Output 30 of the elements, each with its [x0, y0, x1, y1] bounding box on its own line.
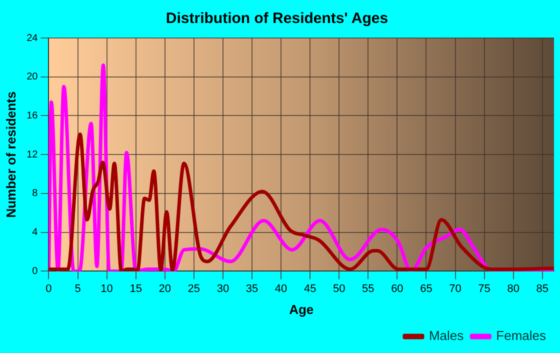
- legend-label: Males: [428, 328, 464, 344]
- x-tick-label: 60: [391, 282, 404, 295]
- y-tick-label: 8: [32, 188, 38, 200]
- x-tick-label: 5: [74, 282, 81, 295]
- chart-title: Distribution of Residents' Ages: [166, 10, 388, 28]
- x-tick-label: 75: [478, 282, 490, 295]
- y-tick-label: 24: [26, 32, 38, 44]
- legend-label: Females: [496, 328, 546, 344]
- x-tick-label: 40: [274, 282, 288, 295]
- x-tick-label: 15: [130, 282, 142, 295]
- x-tick-label: 45: [304, 282, 316, 295]
- y-tick-label: 20: [26, 72, 38, 83]
- y-tick-label: 0: [32, 266, 38, 277]
- y-tick-label: 4: [32, 227, 38, 238]
- x-tick-label: 10: [100, 282, 113, 295]
- y-tick-label: 12: [26, 149, 38, 160]
- x-tick-label: 55: [362, 282, 374, 295]
- x-tick-label: 85: [536, 282, 549, 295]
- y-tick-label: 16: [26, 110, 38, 122]
- x-tick-label: 35: [246, 282, 258, 295]
- x-tick-label: 70: [449, 282, 462, 295]
- x-tick-label: 30: [216, 282, 230, 295]
- x-tick-label: 65: [420, 282, 432, 295]
- x-tick-label: 0: [46, 282, 52, 295]
- x-tick-label: 25: [188, 282, 200, 295]
- x-tick-label: 80: [507, 282, 520, 295]
- y-axis-title: Number of residents: [3, 91, 18, 218]
- x-axis-title: Age: [289, 302, 314, 317]
- x-tick-label: 20: [158, 282, 172, 295]
- x-tick-label: 50: [332, 282, 346, 295]
